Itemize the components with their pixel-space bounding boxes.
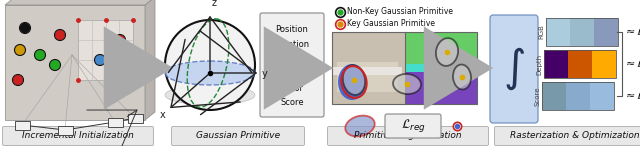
Text: $\mathcal{L}_{reg}$: $\mathcal{L}_{reg}$ <box>401 118 426 134</box>
Text: Color: Color <box>281 84 303 93</box>
Ellipse shape <box>343 65 365 95</box>
FancyBboxPatch shape <box>590 82 614 110</box>
FancyBboxPatch shape <box>566 82 590 110</box>
FancyBboxPatch shape <box>127 113 143 122</box>
FancyBboxPatch shape <box>260 13 324 117</box>
Ellipse shape <box>346 116 374 136</box>
FancyBboxPatch shape <box>337 62 398 92</box>
Text: x: x <box>160 110 166 120</box>
FancyBboxPatch shape <box>544 50 568 78</box>
Text: Score: Score <box>280 98 304 107</box>
Polygon shape <box>145 0 155 120</box>
Ellipse shape <box>453 65 471 89</box>
Circle shape <box>95 55 104 65</box>
Text: Incremental Initialization: Incremental Initialization <box>22 132 134 140</box>
FancyBboxPatch shape <box>108 118 122 126</box>
FancyBboxPatch shape <box>332 32 404 104</box>
Circle shape <box>56 31 65 40</box>
Text: y: y <box>262 69 268 79</box>
Text: Position: Position <box>276 25 308 34</box>
Text: Rotation: Rotation <box>275 40 310 49</box>
Ellipse shape <box>165 85 255 105</box>
Text: $\approx \mathcal{L}_d$: $\approx \mathcal{L}_d$ <box>623 57 640 71</box>
Text: Scale: Scale <box>281 54 303 63</box>
Text: Depth: Depth <box>536 53 542 75</box>
Ellipse shape <box>338 64 366 100</box>
Text: $\approx \mathcal{L}_c$: $\approx \mathcal{L}_c$ <box>623 25 640 39</box>
FancyBboxPatch shape <box>328 126 488 146</box>
Circle shape <box>35 51 45 60</box>
Ellipse shape <box>165 61 255 85</box>
FancyBboxPatch shape <box>570 18 594 46</box>
FancyBboxPatch shape <box>172 126 305 146</box>
FancyBboxPatch shape <box>404 32 477 104</box>
Text: $\approx \mathcal{L}_m$: $\approx \mathcal{L}_m$ <box>623 89 640 103</box>
Ellipse shape <box>393 74 421 94</box>
Text: Score: Score <box>534 86 540 106</box>
FancyBboxPatch shape <box>592 50 616 78</box>
Circle shape <box>51 60 60 69</box>
Ellipse shape <box>165 20 255 110</box>
Ellipse shape <box>436 38 458 66</box>
FancyBboxPatch shape <box>404 64 477 72</box>
FancyBboxPatch shape <box>490 15 538 123</box>
FancyBboxPatch shape <box>58 126 72 134</box>
FancyBboxPatch shape <box>3 126 154 146</box>
Circle shape <box>20 24 29 33</box>
Text: Non-Key Gaussian Primitive: Non-Key Gaussian Primitive <box>347 7 453 16</box>
FancyBboxPatch shape <box>78 20 133 80</box>
Text: RGB: RGB <box>538 25 544 39</box>
Text: z: z <box>212 0 217 8</box>
FancyBboxPatch shape <box>385 114 441 138</box>
Text: Opacity: Opacity <box>276 69 308 78</box>
FancyBboxPatch shape <box>546 18 570 46</box>
FancyBboxPatch shape <box>594 18 618 46</box>
FancyBboxPatch shape <box>495 126 640 146</box>
FancyBboxPatch shape <box>5 5 145 120</box>
Polygon shape <box>5 0 155 5</box>
FancyBboxPatch shape <box>404 32 477 64</box>
FancyBboxPatch shape <box>332 67 402 75</box>
FancyBboxPatch shape <box>542 82 566 110</box>
FancyBboxPatch shape <box>568 50 592 78</box>
FancyBboxPatch shape <box>15 120 29 130</box>
Text: Rasterization & Optimization: Rasterization & Optimization <box>510 132 640 140</box>
Text: Gaussian Primitive: Gaussian Primitive <box>196 132 280 140</box>
Text: $\int$: $\int$ <box>503 46 525 92</box>
Circle shape <box>15 46 24 54</box>
Text: Primitive Regularization: Primitive Regularization <box>354 132 462 140</box>
Circle shape <box>13 75 22 85</box>
Text: Key Gaussian Primitive: Key Gaussian Primitive <box>347 20 435 28</box>
Circle shape <box>115 35 125 45</box>
